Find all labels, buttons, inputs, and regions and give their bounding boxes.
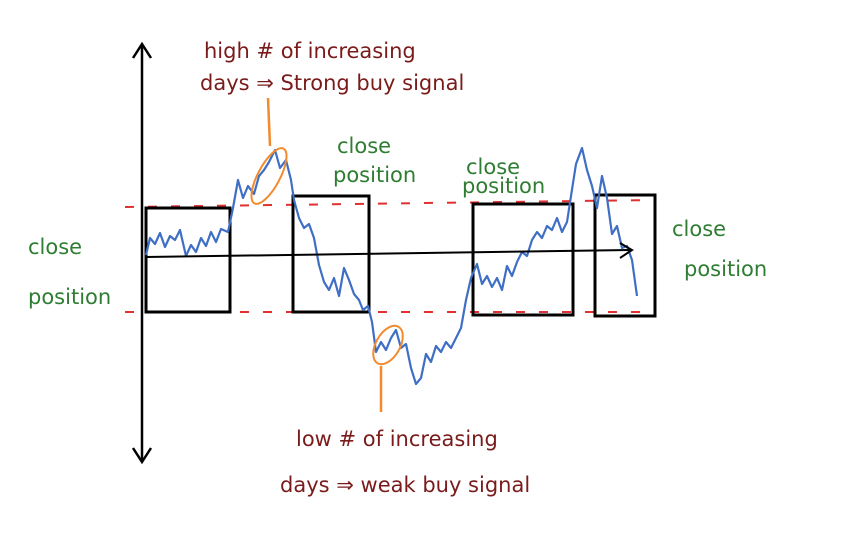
vertical-axis-icon — [131, 41, 153, 465]
trend-arrow-icon — [145, 242, 634, 259]
range-box-1 — [144, 206, 232, 314]
upper-bound-line — [124, 199, 656, 208]
highlight-ellipse-bottom — [372, 324, 404, 366]
bottom-note-line-2: days ⇒ weak buy signal — [280, 473, 530, 497]
highlight-pointer-top — [266, 97, 272, 147]
mid-label-line-2: position — [333, 163, 416, 187]
left-label-line-2: position — [28, 285, 111, 309]
range-box-3 — [471, 202, 575, 317]
right-label-line-1: close — [672, 217, 726, 241]
price-line — [144, 146, 639, 386]
top-note-line-1: high # of increasing — [204, 39, 416, 63]
mid-label-line-1: close — [337, 134, 391, 158]
left-label-line-1: close — [28, 235, 82, 259]
top-note-line-2: days ⇒ Strong buy signal — [200, 71, 464, 95]
bottom-note-line-1: low # of increasing — [296, 427, 498, 451]
right-label-line-2: position — [684, 257, 767, 281]
center-right-label-line-1: close — [466, 155, 520, 179]
center-right-label-line-2: position — [462, 174, 545, 198]
highlight-ellipse-top — [250, 147, 288, 205]
range-box-4 — [593, 193, 657, 318]
